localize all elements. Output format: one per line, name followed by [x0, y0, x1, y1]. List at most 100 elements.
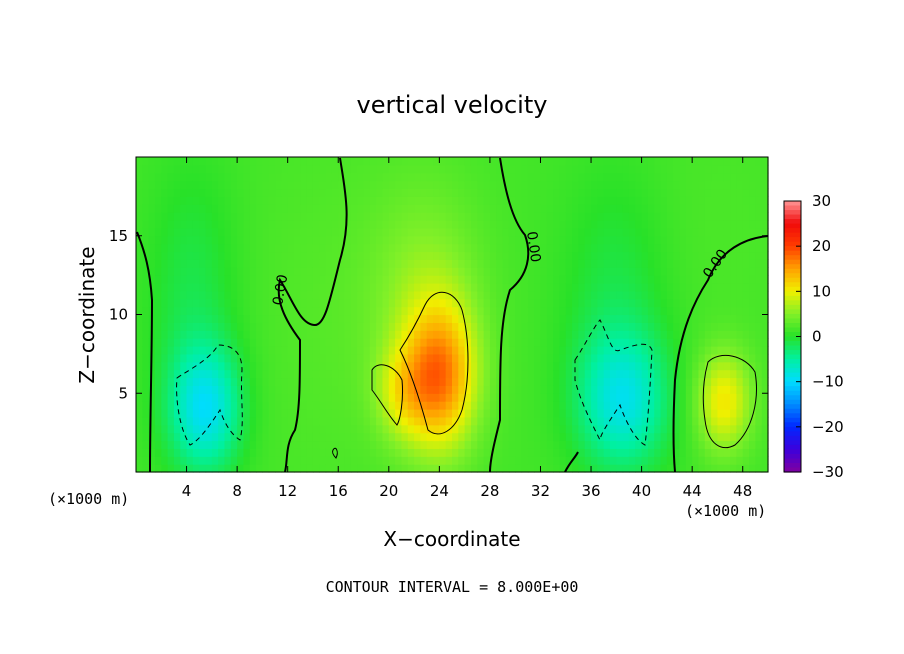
heatmap-cell: [363, 251, 371, 260]
heatmap-cell: [761, 330, 769, 339]
heatmap-cell: [262, 353, 270, 363]
heatmap-cell: [755, 220, 763, 229]
heatmap-cell: [559, 275, 567, 284]
heatmap-cell: [439, 440, 447, 449]
heatmap-cell: [382, 409, 390, 418]
heatmap-cell: [306, 298, 314, 308]
heatmap-cell: [287, 448, 295, 457]
heatmap-cell: [268, 346, 276, 355]
zero-contour-lines: [136, 157, 769, 473]
heatmap-cell: [647, 220, 655, 229]
heatmap-cell: [698, 393, 706, 402]
heatmap-cell: [388, 440, 396, 449]
heatmap-cell: [192, 448, 200, 457]
heatmap-cell: [350, 393, 358, 402]
heatmap-cell: [515, 456, 523, 465]
heatmap-cell: [230, 416, 238, 426]
heatmap-cell: [477, 369, 485, 379]
heatmap-cell: [230, 172, 238, 182]
heatmap-cell: [597, 314, 605, 323]
heatmap-cell: [205, 243, 213, 253]
heatmap-cell: [338, 416, 346, 426]
heatmap-cell: [730, 227, 737, 237]
heatmap-cell: [603, 267, 611, 276]
heatmap-cell: [401, 385, 409, 394]
heatmap-cell: [477, 220, 485, 229]
heatmap-cell: [180, 432, 188, 442]
heatmap-cell: [199, 424, 207, 434]
heatmap-cell: [603, 204, 611, 213]
heatmap-cell: [154, 275, 162, 284]
heatmap-cell: [281, 409, 289, 418]
heatmap-cell: [546, 322, 554, 331]
colorbar-segment: [784, 322, 801, 329]
heatmap-cell: [180, 393, 188, 402]
heatmap-cell: [578, 322, 586, 331]
heatmap-cell: [546, 290, 554, 300]
heatmap-cell: [192, 416, 200, 426]
heatmap-cell: [426, 456, 434, 465]
heatmap-cell: [654, 290, 662, 300]
heatmap-cell: [761, 267, 769, 276]
heatmap-cell: [136, 157, 143, 166]
heatmap-cell: [161, 448, 169, 457]
heatmap-cell: [142, 424, 150, 434]
heatmap-cell: [275, 464, 282, 473]
heatmap-cell: [363, 204, 371, 213]
heatmap-cell: [420, 290, 428, 300]
heatmap-cell: [237, 456, 245, 465]
heatmap-cell: [268, 448, 276, 457]
heatmap-cell: [262, 275, 270, 284]
heatmap-cell: [761, 227, 769, 237]
heatmap-cell: [363, 227, 371, 237]
heatmap-cell: [660, 314, 668, 323]
heatmap-cell: [167, 464, 175, 473]
heatmap-cell: [420, 243, 428, 253]
heatmap-cell: [287, 259, 295, 268]
heatmap-cell: [540, 220, 548, 229]
heatmap-cell: [426, 259, 434, 268]
heatmap-cell: [584, 290, 592, 300]
heatmap-cell: [452, 424, 459, 434]
heatmap-cell: [325, 401, 333, 410]
heatmap-cell: [540, 322, 548, 331]
heatmap-cell: [281, 204, 289, 213]
heatmap-cell: [755, 212, 763, 221]
heatmap-cell: [717, 227, 725, 237]
heatmap-cell: [243, 251, 251, 260]
heatmap-cell: [565, 369, 573, 379]
heatmap-cell: [584, 424, 592, 434]
heatmap-cell: [357, 157, 365, 166]
heatmap-cell: [161, 385, 169, 394]
heatmap-cell: [426, 275, 434, 284]
heatmap-cell: [546, 196, 554, 205]
heatmap-cell: [331, 440, 339, 449]
heatmap-cell: [711, 220, 719, 229]
heatmap-cell: [622, 180, 630, 190]
heatmap-cell: [470, 283, 478, 292]
heatmap-cell: [262, 440, 270, 449]
heatmap-cell: [275, 330, 282, 339]
heatmap-cell: [350, 220, 358, 229]
heatmap-cell: [666, 432, 674, 442]
heatmap-cell: [350, 180, 358, 190]
heatmap-cell: [736, 290, 744, 300]
heatmap-cell: [224, 180, 232, 190]
heatmap-cell: [395, 164, 403, 174]
heatmap-cell: [224, 409, 232, 418]
heatmap-cell: [730, 464, 737, 473]
heatmap-cell: [730, 196, 737, 205]
heatmap-cell: [540, 416, 548, 426]
heatmap-cell: [628, 448, 636, 457]
heatmap-cell: [666, 448, 674, 457]
heatmap-cell: [275, 220, 282, 229]
heatmap-cell: [142, 409, 150, 418]
heatmap-cell: [647, 290, 655, 300]
heatmap-cell: [565, 290, 573, 300]
heatmap-cell: [698, 338, 706, 347]
heatmap-cell: [546, 377, 554, 386]
heatmap-cell: [660, 204, 668, 213]
heatmap-cell: [167, 180, 175, 190]
heatmap-cell: [546, 448, 554, 457]
heatmap-cell: [540, 346, 548, 355]
